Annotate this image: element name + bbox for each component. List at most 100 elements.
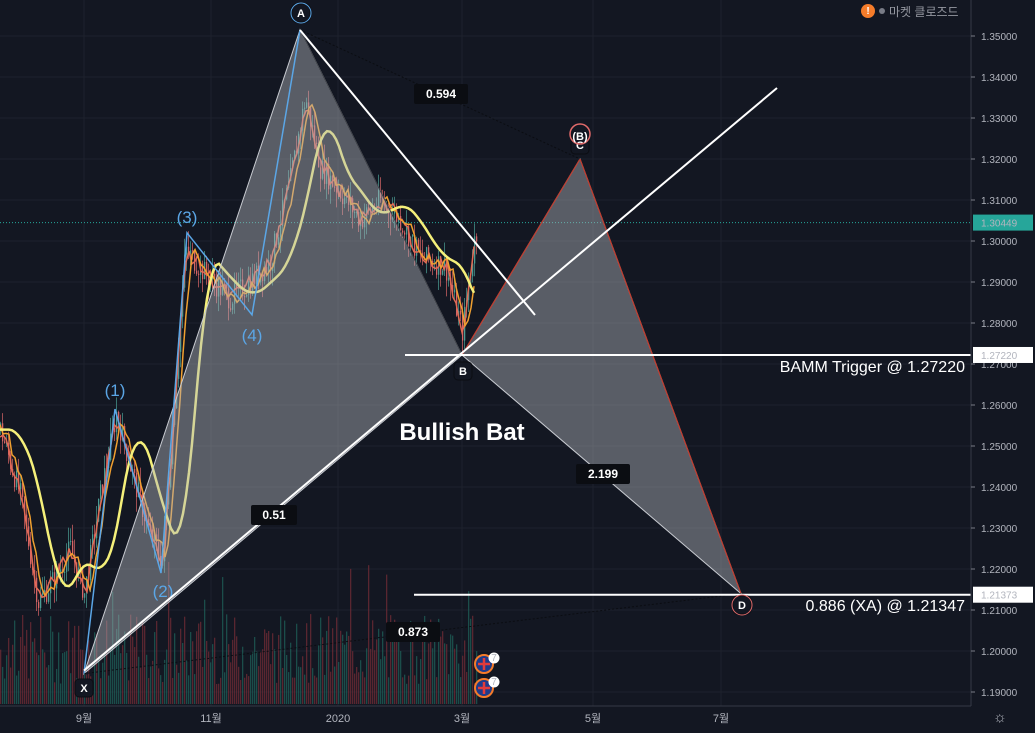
volume-bar	[88, 640, 90, 704]
price-tick-label: 1.30000	[981, 237, 1018, 248]
price-axis[interactable]: 1.35000 1.34000 1.33000 1.32000 1.31000 1.300…	[970, 0, 1035, 706]
candle-body	[444, 258, 446, 271]
point-badge-A	[291, 3, 311, 23]
candle-body	[144, 517, 146, 522]
candle-body	[380, 189, 382, 198]
volume-bar	[404, 674, 406, 704]
time-axis[interactable]: 9월 11월 2020 3월 5월 7월	[0, 705, 971, 725]
volume-bar	[154, 632, 156, 704]
volume-bar	[224, 672, 226, 704]
pattern-bc-leg	[461, 158, 581, 356]
elliott-wave-path[interactable]	[83, 29, 301, 674]
candle-body	[186, 246, 188, 255]
volume-bar	[440, 636, 442, 704]
point-badge-C	[570, 135, 590, 155]
candle-body	[4, 441, 6, 444]
volume-bar	[204, 599, 206, 704]
candle-body	[476, 236, 478, 242]
volume-bar	[122, 645, 124, 704]
price-tick-label: 1.23000	[981, 524, 1018, 535]
pattern-triangle-xab[interactable]	[82, 28, 463, 676]
candle-body	[46, 589, 48, 602]
event-count-1[interactable]: 7	[491, 677, 497, 688]
volume-bar	[248, 676, 250, 704]
volume-bar	[374, 650, 376, 704]
volume-bar	[166, 649, 168, 704]
volume-bar	[158, 668, 160, 704]
volume-bar	[272, 633, 274, 704]
event-count-badge-1	[488, 676, 500, 688]
volume-bar	[226, 614, 228, 704]
candle-body	[434, 266, 436, 268]
volume-bar	[188, 675, 190, 704]
settings-gear-icon[interactable]: ☼	[993, 709, 1007, 726]
time-label-3: 3월	[454, 712, 470, 725]
elliott-waves[interactable]: (1) (2) (3) (4)	[83, 29, 301, 674]
drawing-lines[interactable]	[83, 29, 971, 672]
trend-line-up[interactable]	[83, 87, 778, 672]
volume-bar	[66, 651, 68, 704]
volume-bar	[212, 644, 214, 704]
volume-bar	[244, 677, 246, 704]
volume-bar	[70, 673, 72, 704]
volume-bar	[268, 631, 270, 704]
event-count-0[interactable]: 7	[491, 653, 497, 664]
target-price-tag-bg	[973, 586, 1033, 603]
volume-bar	[266, 633, 268, 704]
volume-bar	[292, 677, 294, 704]
warning-icon[interactable]: !	[861, 4, 875, 18]
volume-bar	[322, 637, 324, 704]
candle-body	[100, 484, 102, 499]
volume-bar	[22, 615, 24, 704]
trend-line-down[interactable]	[299, 29, 536, 316]
candle-body	[118, 412, 120, 425]
volume-bar	[124, 631, 126, 704]
volume-bar	[170, 617, 172, 704]
volume-bar	[392, 628, 394, 704]
current-price-tag[interactable]: 1.30449	[981, 219, 1018, 230]
volume-bar	[80, 649, 82, 704]
time-label-4: 5월	[585, 712, 601, 725]
candle-body	[192, 250, 194, 252]
candle-body	[42, 592, 44, 596]
volume-bar	[0, 649, 2, 704]
circled-b-ring	[569, 123, 591, 145]
volume-bar	[148, 678, 150, 704]
trigger-price-tag[interactable]: 1.27220	[981, 351, 1018, 362]
volume-bar	[354, 673, 356, 704]
volume-bar	[176, 664, 178, 704]
circled-b-label: (B)	[572, 131, 588, 143]
volume-bar	[282, 667, 284, 704]
candle-body	[38, 602, 40, 608]
candle-body	[178, 351, 180, 379]
volume-bar	[100, 678, 102, 704]
volume-bar	[290, 642, 292, 704]
volume-bar	[208, 651, 210, 704]
event-badges[interactable]: 77	[474, 652, 500, 698]
volume-bar	[280, 616, 282, 704]
volume-bar	[8, 637, 10, 704]
candle-body	[382, 197, 384, 200]
volume-bar	[300, 667, 302, 704]
candle-body	[470, 276, 472, 286]
volume-bar	[104, 653, 106, 704]
price-tick-label: 1.21000	[981, 606, 1018, 617]
target-price-tag[interactable]: 1.21373	[981, 591, 1018, 602]
candle-body	[102, 484, 104, 495]
volume-bar	[336, 617, 338, 704]
volume-bar	[246, 673, 248, 704]
market-status[interactable]: ! 마켓 클로즈드	[861, 3, 959, 19]
volume-bar	[178, 672, 180, 704]
volume-bar	[260, 651, 262, 704]
price-tick-label: 1.27000	[981, 360, 1018, 371]
candle-body	[216, 283, 218, 297]
volume-bar	[210, 662, 212, 704]
volume-bar	[34, 638, 36, 704]
candle-body	[48, 593, 50, 602]
price-tick-label: 1.20000	[981, 647, 1018, 658]
candle-body	[418, 239, 420, 251]
candle-body	[280, 225, 282, 238]
volume-bar	[36, 652, 38, 704]
volume-bar	[106, 620, 108, 704]
